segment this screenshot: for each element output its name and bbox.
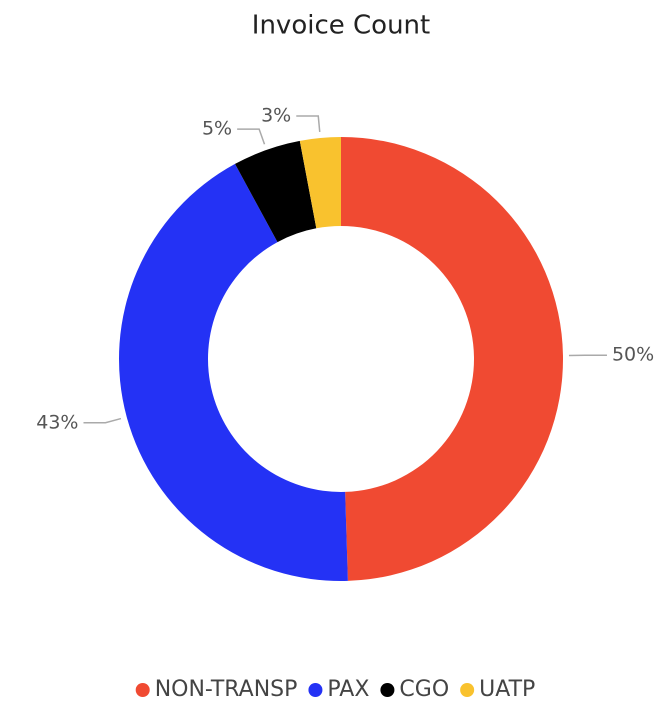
- legend-marker: [380, 683, 395, 697]
- data-label: 43%: [36, 411, 78, 433]
- donut-slice: [341, 137, 564, 581]
- leader-line: [237, 128, 266, 145]
- data-label: 5%: [202, 118, 232, 140]
- legend-label: CGO: [399, 677, 449, 702]
- legend-marker: [460, 683, 475, 697]
- leader-line: [83, 417, 122, 424]
- legend-marker: [135, 683, 150, 697]
- legend-label: PAX: [327, 677, 369, 702]
- donut-slice: [118, 163, 348, 582]
- data-label: 50%: [612, 344, 654, 366]
- leader-line: [296, 115, 321, 133]
- legend-label: NON-TRANSP: [155, 677, 298, 702]
- donut-slice: [235, 140, 317, 243]
- legend-marker: [308, 683, 323, 697]
- data-label: 3%: [261, 105, 291, 127]
- chart-title: Invoice Count: [252, 11, 430, 41]
- legend-label: UATP: [479, 677, 535, 702]
- donut-slice: [299, 137, 341, 229]
